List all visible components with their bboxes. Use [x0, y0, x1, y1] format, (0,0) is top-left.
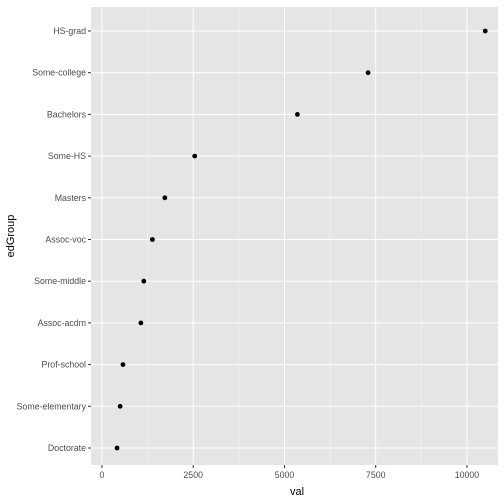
y-tick-label: Masters [55, 193, 87, 203]
x-tick-label: 2500 [183, 470, 203, 480]
plot-panel [91, 7, 498, 465]
data-point [295, 112, 300, 117]
data-point [365, 70, 371, 76]
data-point [117, 403, 123, 409]
data-point [149, 237, 155, 242]
y-tick-label: Doctorate [48, 443, 86, 453]
y-axis-ticks: HS-grad Some-college Bachelors Some-HS Maste… [17, 26, 91, 453]
minor-gridlines [147, 7, 422, 465]
data-point [192, 153, 198, 159]
y-tick-label: Bachelors [47, 109, 87, 119]
x-axis-ticks: 0 2500 5000 7500 10000 [99, 465, 479, 480]
x-tick-label: 5000 [275, 470, 295, 480]
x-axis-title: val [290, 486, 304, 498]
y-tick-label: Prof-school [42, 360, 87, 370]
data-point [138, 320, 144, 326]
y-tick-label: Some-college [32, 68, 86, 78]
x-tick-label: 7500 [366, 470, 386, 480]
data-points [114, 28, 488, 451]
data-point [162, 195, 168, 201]
x-tick-label: 0 [99, 470, 104, 480]
y-tick-label: Some-HS [48, 151, 86, 161]
y-tick-label: Assoc-acdm [38, 318, 86, 328]
y-tick-label: Some-elementary [17, 401, 87, 411]
major-gridlines [91, 7, 498, 465]
data-point [141, 278, 147, 284]
x-tick-label: 10000 [455, 470, 480, 480]
y-axis-title: edGroup [5, 215, 17, 258]
y-tick-label: Some-middle [34, 276, 86, 286]
data-point [114, 445, 120, 451]
y-tick-label: HS-grad [53, 26, 86, 36]
data-point [482, 28, 488, 34]
data-point [120, 362, 126, 367]
y-tick-label: Assoc-voc [45, 235, 86, 245]
